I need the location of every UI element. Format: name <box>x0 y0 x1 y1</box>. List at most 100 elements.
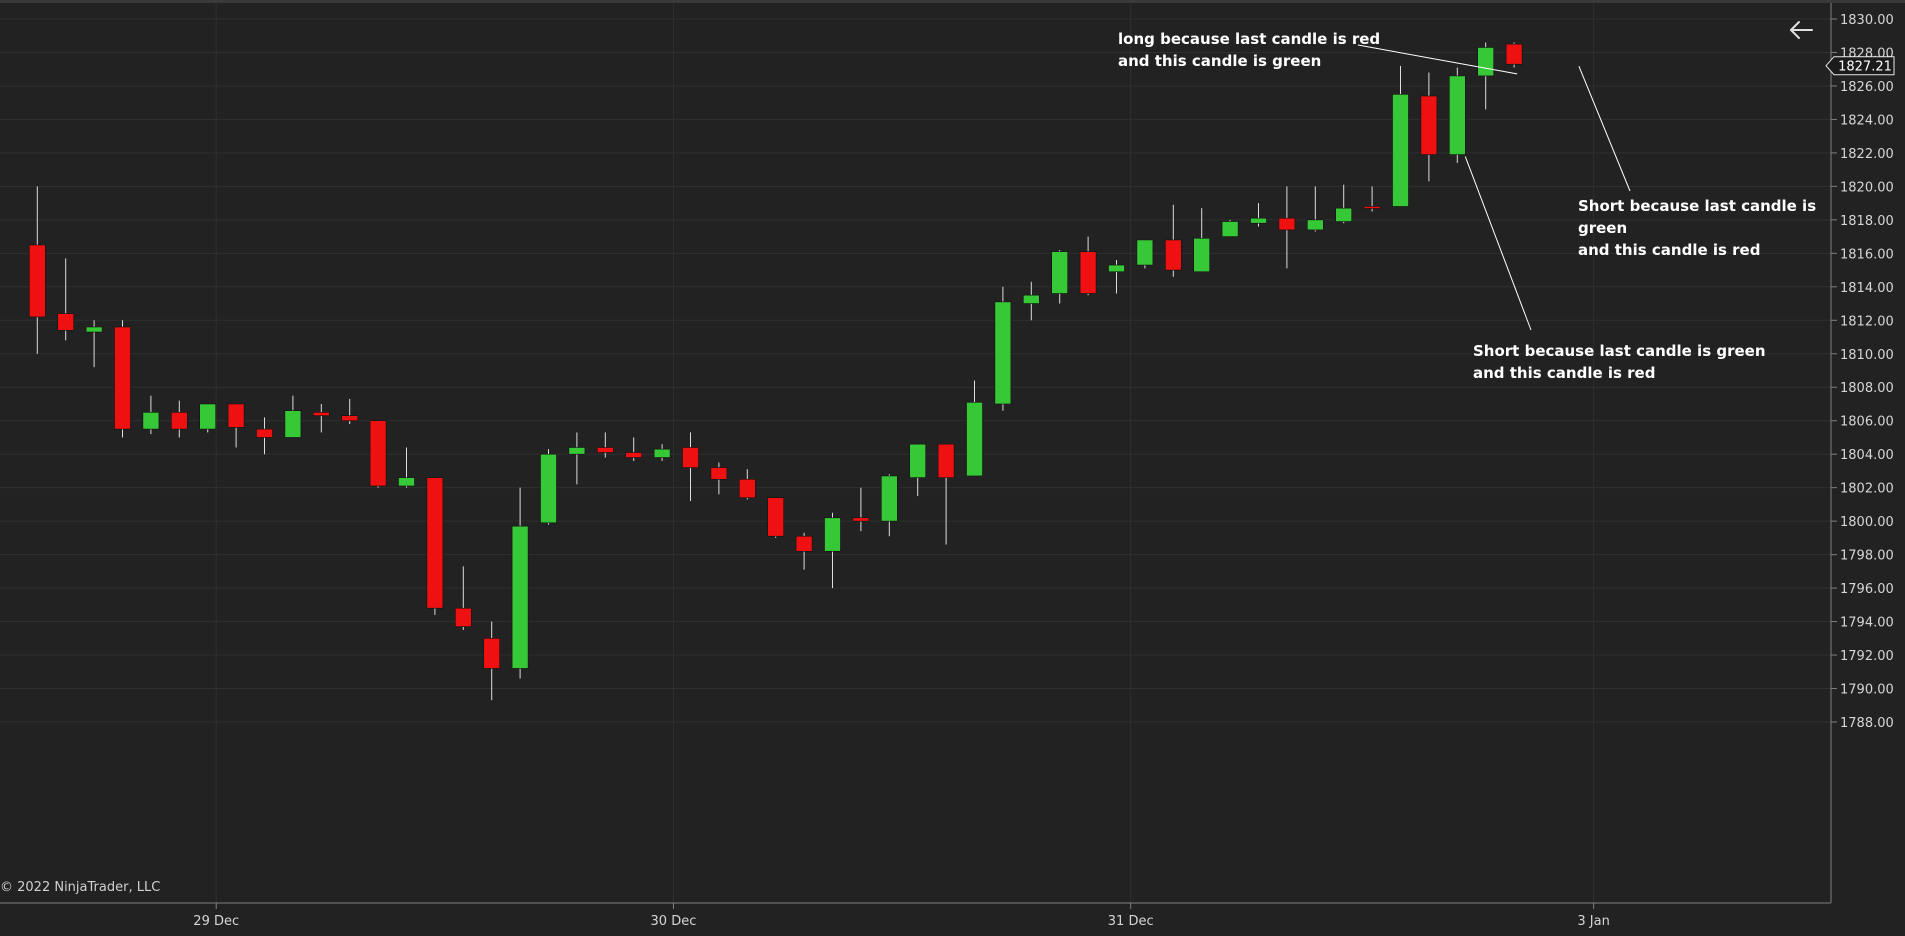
copyright-text: © 2022 NinjaTrader, LLC <box>0 880 160 895</box>
candle <box>767 497 785 538</box>
candle-body-up <box>1136 239 1154 266</box>
candle <box>1363 186 1381 212</box>
y-tick-label: 1810.00 <box>1840 348 1894 363</box>
candle <box>511 487 529 679</box>
y-tick-label: 1816.00 <box>1840 247 1894 262</box>
annotation-pointer-line <box>1464 156 1532 331</box>
candle <box>710 462 728 495</box>
candle <box>57 258 75 341</box>
y-tick-label: 1822.00 <box>1840 147 1894 162</box>
candle <box>398 447 415 488</box>
y-tick-label: 1798.00 <box>1840 549 1894 564</box>
candle-body-up <box>909 443 927 478</box>
candle <box>284 395 302 438</box>
annotation-text: green <box>1578 219 1627 237</box>
y-tick-label: 1788.00 <box>1840 716 1894 731</box>
candle-body-up <box>1051 251 1068 294</box>
candle-body-down <box>369 420 387 487</box>
y-tick-label: 1800.00 <box>1840 515 1894 530</box>
x-tick-label: 3 Jan <box>1577 914 1609 929</box>
candle-body-down <box>1278 217 1296 231</box>
candle-body-down <box>227 403 245 428</box>
candles <box>28 42 1523 701</box>
y-tick-label: 1814.00 <box>1840 281 1894 296</box>
current-price-marker: 1827.21 <box>1825 56 1895 76</box>
arrow-left-icon[interactable] <box>1786 16 1816 39</box>
candle-body-up <box>511 525 529 669</box>
candle <box>880 474 898 537</box>
y-tick-label: 1826.00 <box>1840 80 1894 95</box>
candle <box>426 477 444 615</box>
candle-body-up <box>540 453 557 524</box>
candle <box>1250 203 1267 227</box>
annotation-text: and this candle is red <box>1578 241 1760 259</box>
candle-body-down <box>596 447 614 453</box>
candle <box>199 403 216 433</box>
y-tick-label: 1806.00 <box>1840 415 1894 430</box>
candle-body-up <box>1022 294 1040 304</box>
candle-body-up <box>824 517 841 552</box>
candle <box>795 532 813 570</box>
candle-body-down <box>1363 206 1381 209</box>
candle-body-down <box>426 477 444 609</box>
candle-body-up <box>880 475 898 522</box>
y-tick-label: 1808.00 <box>1840 381 1894 396</box>
annotation: Short because last candle is green and th… <box>1473 342 1766 382</box>
candle-body-up <box>398 477 415 487</box>
candle-body-up <box>1335 207 1352 222</box>
y-tick-label: 1802.00 <box>1840 482 1894 497</box>
candle <box>966 380 983 477</box>
candle <box>1449 67 1466 163</box>
grid <box>0 3 1831 903</box>
annotation-lines <box>1357 44 1631 331</box>
candle-body-up <box>142 412 160 430</box>
current-price-label: 1827.21 <box>1838 60 1892 75</box>
candle <box>653 444 671 461</box>
candle <box>682 432 699 502</box>
current-price-box <box>1825 56 1895 76</box>
annotation-pointer-line <box>1357 44 1518 75</box>
annotation-text: and this candle is red <box>1473 364 1655 382</box>
annotation-text: Short because last candle is <box>1578 197 1816 215</box>
candle <box>171 400 188 438</box>
annotation-text: Short because last candle is green <box>1473 342 1766 360</box>
candle-body-down <box>1505 43 1523 65</box>
candle <box>909 443 927 497</box>
candle-body-down <box>312 412 330 416</box>
top-border <box>0 0 1905 3</box>
y-tick-label: 1790.00 <box>1840 683 1894 698</box>
candle <box>1079 236 1097 296</box>
candle-body-down <box>710 467 728 480</box>
candle <box>341 398 359 425</box>
y-axis: 1830.001828.001826.001824.001822.001820.… <box>1831 13 1894 731</box>
candle-body-down <box>171 412 188 430</box>
candle <box>454 566 472 630</box>
candle <box>937 443 955 545</box>
candle <box>1335 184 1352 224</box>
candle <box>994 286 1012 411</box>
candle <box>1392 65 1409 207</box>
annotation-pointer-line <box>1578 66 1631 192</box>
candle <box>1221 219 1239 237</box>
candle <box>824 512 841 589</box>
candle-body-down <box>738 478 756 499</box>
candle <box>625 437 643 461</box>
candle <box>1278 186 1296 269</box>
y-tick-label: 1812.00 <box>1840 314 1894 329</box>
candle <box>1108 260 1125 294</box>
candle <box>28 186 46 354</box>
candle-body-up <box>1221 221 1239 237</box>
candle-body-up <box>994 301 1012 405</box>
candle <box>227 403 245 448</box>
candle <box>256 417 273 455</box>
candle-body-up <box>1108 264 1125 273</box>
candle-body-up <box>1193 237 1210 273</box>
candle-body-down <box>341 415 359 422</box>
x-tick-label: 29 Dec <box>193 914 239 929</box>
y-tick-label: 1796.00 <box>1840 582 1894 597</box>
candle <box>1307 186 1324 232</box>
y-tick-label: 1792.00 <box>1840 649 1894 664</box>
candle <box>1193 208 1210 273</box>
candle-body-up <box>1477 47 1494 77</box>
